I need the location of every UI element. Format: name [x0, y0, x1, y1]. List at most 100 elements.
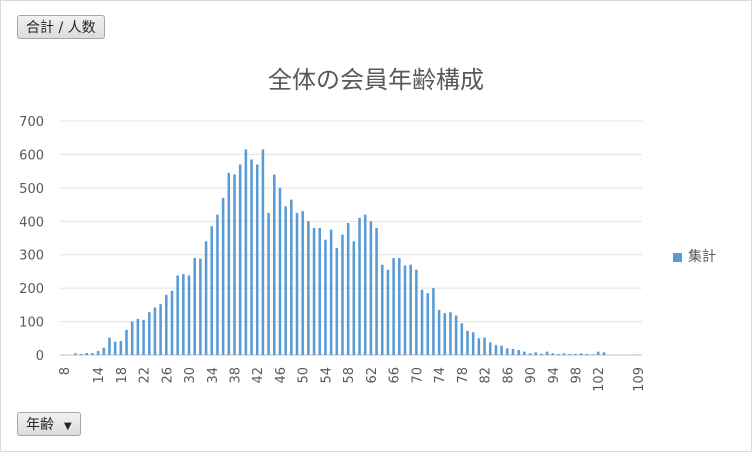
- bar: [551, 353, 555, 355]
- bar: [375, 227, 378, 355]
- bar: [477, 338, 481, 355]
- bar: [244, 149, 248, 355]
- x-tick-label: 70: [410, 367, 425, 384]
- legend: 集計: [673, 246, 716, 266]
- x-tick-label: 34: [206, 367, 221, 384]
- bar: [511, 348, 515, 355]
- bar: [398, 258, 401, 355]
- bar: [517, 349, 520, 355]
- x-tick-label: 22: [138, 367, 153, 384]
- bar: [136, 318, 140, 355]
- x-tick-label: 109: [632, 367, 647, 392]
- bar: [108, 337, 111, 355]
- bar: [506, 348, 509, 355]
- y-tick-label: 400: [19, 215, 44, 230]
- bar: [227, 172, 231, 355]
- bar: [540, 353, 543, 355]
- bar: [312, 227, 316, 355]
- x-tick-label: 78: [456, 367, 471, 384]
- bar: [182, 274, 185, 355]
- legend-label: 集計: [688, 249, 716, 265]
- bar: [579, 353, 583, 355]
- bar: [392, 258, 395, 355]
- chart-title: 全体の会員年齢構成: [268, 66, 484, 94]
- bar: [170, 290, 174, 355]
- bar: [295, 212, 299, 355]
- bar: [290, 199, 293, 355]
- bar: [284, 206, 287, 355]
- bar: [363, 214, 367, 355]
- bar: [255, 164, 259, 355]
- bar: [199, 258, 202, 355]
- x-tick-label: 58: [342, 367, 357, 384]
- bar: [125, 329, 128, 355]
- bar: [528, 353, 532, 355]
- bar: [193, 258, 196, 355]
- x-tick-label: 86: [501, 367, 516, 384]
- bar: [96, 350, 100, 355]
- bar: [318, 227, 322, 355]
- y-tick-label: 300: [19, 249, 44, 264]
- bar: [420, 289, 424, 355]
- axis-field-label: 年齢: [26, 417, 54, 433]
- bar: [176, 275, 179, 355]
- bar: [534, 352, 537, 355]
- bar: [386, 269, 390, 355]
- x-tick-label: 74: [433, 367, 448, 384]
- x-tick-label: 14: [92, 367, 107, 384]
- bar: [210, 226, 214, 355]
- bar: [471, 332, 475, 355]
- x-tick-label: 38: [228, 367, 243, 384]
- bar: [113, 341, 117, 355]
- x-tick-label: 90: [524, 367, 539, 384]
- bar: [432, 288, 435, 355]
- x-tick-label: 102: [592, 367, 607, 392]
- y-tick-label: 500: [19, 182, 44, 197]
- bar: [204, 241, 208, 355]
- bar: [221, 197, 225, 355]
- value-field-button[interactable]: 合計 / 人数: [17, 15, 105, 39]
- bar: [369, 221, 373, 355]
- bar: [596, 351, 600, 355]
- bar: [488, 342, 492, 355]
- x-tick-label: 8: [58, 367, 73, 375]
- x-tick-label: 26: [160, 367, 175, 384]
- bar: [91, 352, 94, 355]
- bar: [233, 174, 236, 355]
- bar: [159, 304, 162, 355]
- dropdown-arrow-icon: ▼: [64, 421, 72, 432]
- bar: [147, 312, 151, 355]
- bar: [494, 344, 498, 355]
- bar: [346, 222, 350, 355]
- bar: [500, 345, 503, 355]
- y-tick-label: 700: [19, 115, 44, 130]
- bar: [301, 211, 304, 355]
- y-tick-label: 200: [19, 282, 44, 297]
- bar: [466, 330, 469, 355]
- bar: [443, 313, 447, 355]
- bar: [79, 353, 83, 355]
- x-tick-label: 30: [183, 367, 198, 384]
- bar: [358, 217, 361, 355]
- bar: [216, 214, 219, 355]
- bar: [119, 340, 123, 355]
- bar: [142, 319, 145, 355]
- axis-field-button[interactable]: 年齢 ▼: [17, 412, 81, 436]
- bar: [568, 353, 572, 355]
- bar: [267, 212, 270, 355]
- bar: [153, 307, 157, 355]
- bar: [523, 351, 526, 355]
- bar: [352, 241, 356, 355]
- bar: [483, 337, 486, 355]
- bar: [557, 353, 560, 355]
- bar: [272, 174, 276, 355]
- y-tick-label: 100: [19, 316, 44, 331]
- x-tick-label: 42: [251, 367, 266, 384]
- bar: [574, 353, 577, 355]
- bar: [437, 309, 441, 355]
- bar: [74, 353, 77, 355]
- x-tick-label: 50: [297, 367, 312, 384]
- x-tick-label: 66: [388, 367, 403, 384]
